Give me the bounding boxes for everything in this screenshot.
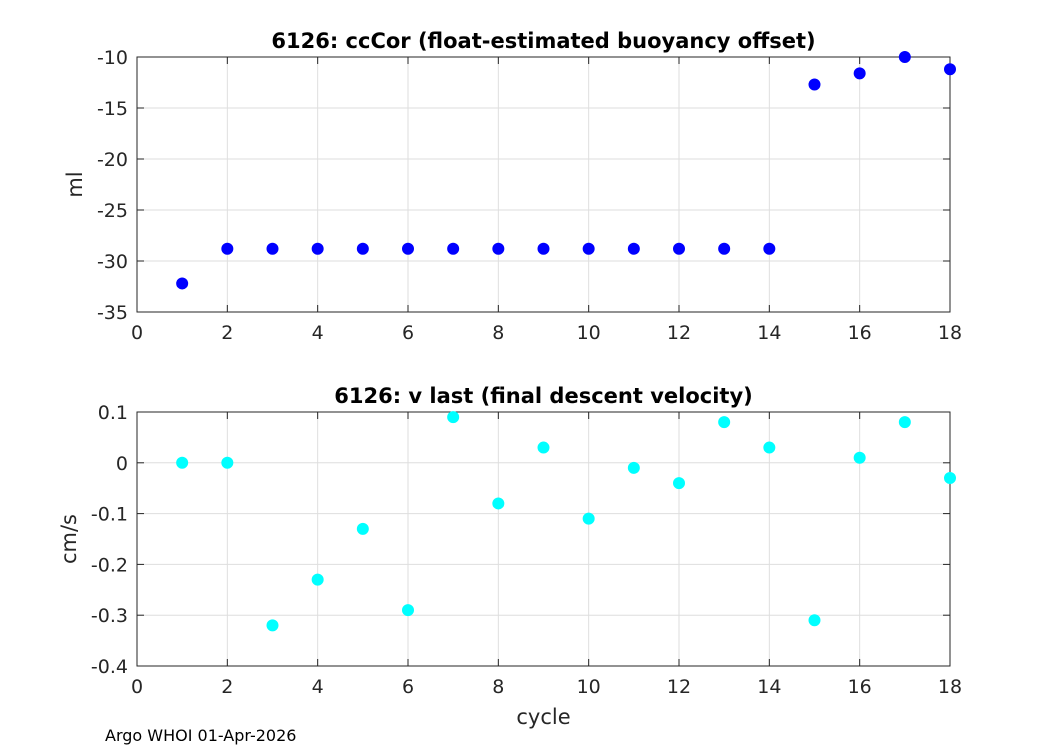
data-point	[356, 242, 369, 255]
data-point	[356, 522, 369, 535]
data-point	[582, 512, 595, 525]
data-point	[673, 477, 685, 490]
x-axis-label: cycle	[516, 705, 570, 729]
data-point	[266, 242, 279, 255]
x-tick-label: 16	[848, 676, 872, 698]
axes-frame	[136, 411, 951, 667]
data-point	[898, 51, 911, 63]
data-point	[266, 619, 279, 632]
y-tick-label: 0	[116, 453, 128, 475]
descent-velocity-plot: 0 2 4 6 8 10 12 14 16 18 -0.4 -0.3 -0.2 -0.1 0 0.1 6126:…	[57, 384, 962, 729]
data-point	[944, 63, 956, 76]
x-tick-label: 4	[312, 676, 324, 698]
data-point	[763, 242, 776, 255]
data-point	[492, 497, 505, 510]
x-tick-label: 16	[848, 322, 872, 344]
y-tick-label: -35	[97, 302, 128, 324]
y-tick-label: -25	[97, 200, 128, 222]
x-tick-label: 4	[312, 322, 324, 344]
data-point	[853, 451, 866, 464]
data-point	[447, 242, 460, 255]
x-tick-label: 0	[131, 676, 143, 698]
data-point	[311, 242, 324, 255]
y-tick-label: -0.3	[91, 605, 128, 627]
y-tick-label: -0.4	[91, 656, 128, 678]
data-point	[582, 242, 595, 255]
y-tick-label: -0.1	[91, 504, 128, 526]
data-point	[447, 411, 460, 424]
x-tick-label: 18	[938, 322, 962, 344]
buoyancy-offset-plot: 0 2 4 6 8 10 12 14 16 18 -35 -30 -25 -20 -15 -10 6126: c…	[63, 29, 962, 344]
data-point	[176, 456, 189, 469]
x-tick-label: 18	[938, 676, 962, 698]
axes-frame	[136, 56, 951, 313]
data-point	[627, 461, 640, 474]
y-tick-label: 0.1	[98, 402, 128, 424]
data-point	[402, 604, 414, 617]
y-tick-label: -0.2	[91, 554, 128, 576]
data-point	[492, 242, 505, 255]
y-axis-label: cm/s	[57, 514, 81, 564]
data-point	[537, 242, 550, 255]
x-tick-label: 10	[577, 676, 601, 698]
data-point	[718, 242, 731, 255]
x-tick-label: 6	[402, 676, 414, 698]
x-tick-label: 2	[221, 676, 233, 698]
y-tick-label: -20	[97, 149, 128, 171]
data-point	[808, 78, 821, 91]
data-point	[402, 242, 414, 255]
data-point	[673, 242, 685, 255]
y-axis-label: ml	[63, 171, 87, 197]
data-point	[176, 277, 189, 290]
data-point	[221, 242, 234, 255]
x-tick-label: 14	[757, 322, 781, 344]
chart-title: 6126: ccCor (float-estimated buoyancy of…	[271, 29, 815, 53]
x-tick-label: 8	[492, 322, 504, 344]
chart-title: 6126: v last (final descent velocity)	[334, 384, 752, 408]
x-tick-label: 12	[667, 676, 691, 698]
x-tick-label: 8	[492, 676, 504, 698]
x-tick-label: 2	[221, 322, 233, 344]
x-tick-label: 6	[402, 322, 414, 344]
x-tick-label: 0	[131, 322, 143, 344]
x-tick-label: 10	[577, 322, 601, 344]
data-point	[221, 456, 234, 469]
data-point	[853, 67, 866, 80]
data-point	[808, 614, 821, 627]
data-point	[898, 416, 911, 429]
data-point	[311, 573, 324, 586]
data-point	[537, 441, 550, 454]
footer-credit: Argo WHOI 01-Apr-2026	[105, 726, 296, 745]
data-point	[944, 472, 956, 485]
plot-area	[137, 57, 950, 312]
data-point	[763, 441, 776, 454]
data-point	[718, 416, 731, 429]
x-tick-label: 14	[757, 676, 781, 698]
y-tick-label: -30	[97, 251, 128, 273]
data-point	[627, 242, 640, 255]
y-tick-label: -10	[97, 47, 128, 69]
x-tick-label: 12	[667, 322, 691, 344]
y-tick-label: -15	[97, 98, 128, 120]
